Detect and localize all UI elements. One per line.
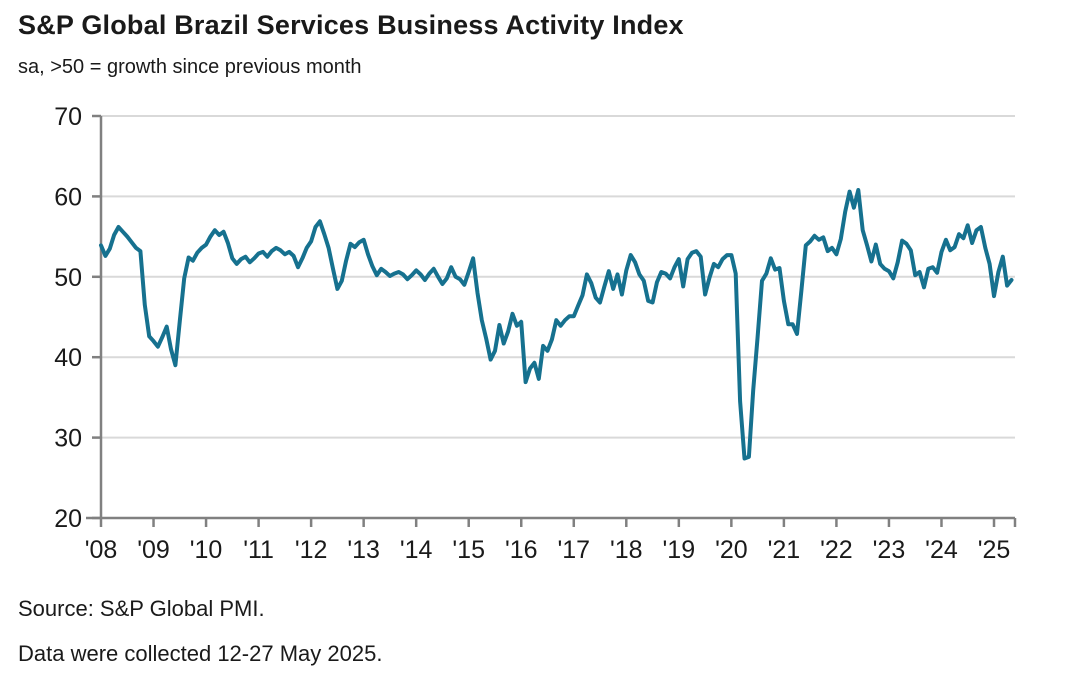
svg-text:'22: '22 (820, 536, 853, 564)
axes (86, 116, 1015, 520)
svg-text:'16: '16 (505, 536, 538, 564)
pmi-line-series (99, 188, 1014, 461)
y-gridlines (101, 115, 1015, 439)
source-note: Source: S&P Global PMI. (18, 596, 265, 621)
svg-text:'09: '09 (137, 536, 170, 564)
chart-title: S&P Global Brazil Services Business Acti… (18, 10, 684, 40)
svg-text:'25: '25 (978, 536, 1011, 564)
svg-text:'17: '17 (557, 536, 590, 564)
svg-text:'23: '23 (873, 536, 906, 564)
chart-subtitle: sa, >50 = growth since previous month (18, 56, 362, 78)
svg-text:'14: '14 (400, 536, 433, 564)
y-tick-labels: 20 30 40 50 60 70 (54, 103, 82, 533)
svg-text:'19: '19 (663, 536, 696, 564)
svg-text:'20: '20 (715, 536, 748, 564)
x-tick-labels: '08 '09 '10 '11 '12 '13 '14 '15 '16 '17 '18 '19 '20 '… (85, 536, 1011, 564)
svg-text:20: 20 (54, 505, 82, 533)
svg-text:60: 60 (54, 183, 82, 211)
svg-text:50: 50 (54, 264, 82, 292)
svg-text:'21: '21 (768, 536, 801, 564)
svg-text:70: 70 (54, 103, 82, 131)
tick-marks (92, 114, 1017, 527)
svg-text:'12: '12 (295, 536, 328, 564)
svg-text:30: 30 (54, 425, 82, 453)
svg-text:'15: '15 (452, 536, 485, 564)
svg-text:'18: '18 (610, 536, 643, 564)
svg-text:'10: '10 (190, 536, 223, 564)
svg-text:'24: '24 (925, 536, 958, 564)
svg-text:40: 40 (54, 344, 82, 372)
collection-note: Data were collected 12-27 May 2025. (18, 641, 383, 666)
svg-text:'08: '08 (85, 536, 118, 564)
svg-text:'13: '13 (347, 536, 380, 564)
svg-text:'11: '11 (243, 536, 274, 564)
